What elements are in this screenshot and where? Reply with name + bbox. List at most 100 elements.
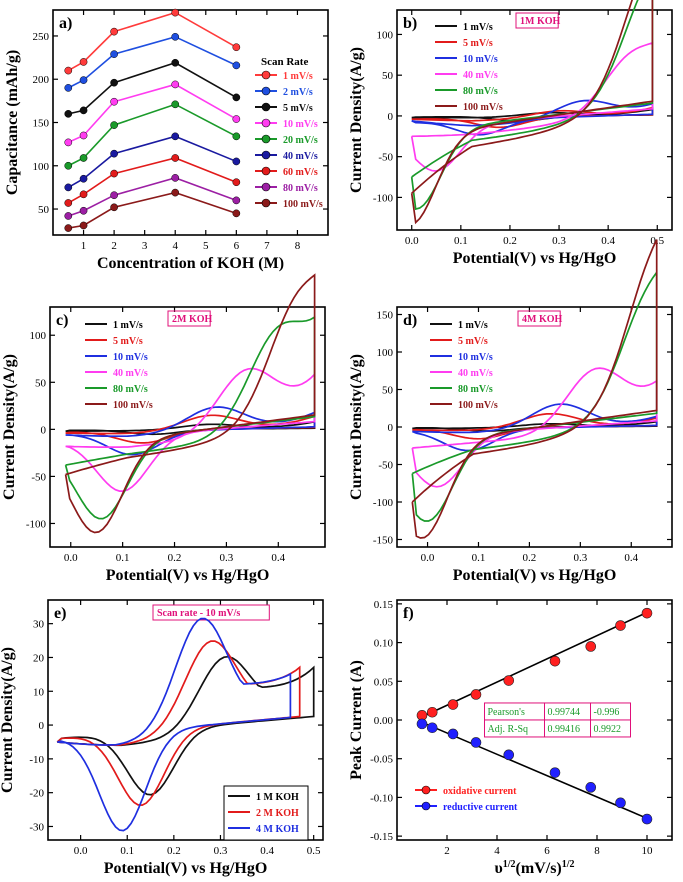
condition-tag: 4M KOH xyxy=(522,314,562,325)
y-tick-label: 0 xyxy=(39,720,45,732)
y-tick-label: 250 xyxy=(33,31,50,43)
legend-label: oxidative current xyxy=(443,786,517,797)
legend-marker xyxy=(261,86,271,96)
legend-label: 5 mV/s xyxy=(463,38,493,49)
legend-marker xyxy=(261,70,271,80)
x-tick-label: 0.4 xyxy=(624,552,638,564)
x-tick-label: 0.1 xyxy=(472,552,486,564)
legend-label: 80 mV/s xyxy=(283,183,318,194)
panel-c: 0.0 0.1 0.2 0.3 0.4 -100 -50 0 50 100 c) Potential(… xyxy=(1,273,326,584)
y-axis-label: Current Density(A/g) xyxy=(0,647,16,793)
legend-label: 1 M KOH xyxy=(256,792,299,803)
legend-marker xyxy=(261,134,271,144)
x-tick-label: 0.0 xyxy=(421,552,435,564)
data-point xyxy=(64,109,73,118)
data-point xyxy=(110,169,118,178)
legend-label: 20 mV/s xyxy=(283,135,318,146)
legend-marker xyxy=(261,102,271,112)
panel-e: 0.0 0.1 0.2 0.3 0.4 0.5 -30 -20 -10 0 10 20 30 e) Pote… xyxy=(0,599,324,877)
x-tick-label: 0.5 xyxy=(307,845,321,857)
data-point xyxy=(79,76,88,84)
y-tick-label: 50 xyxy=(35,377,47,389)
plot-frame xyxy=(47,599,324,841)
x-axis-label: Potential(V) vs Hg/HgO xyxy=(106,567,270,584)
legend-marker xyxy=(261,166,271,176)
data-point xyxy=(232,61,241,70)
condition-tag-box xyxy=(152,604,270,621)
series-line xyxy=(68,61,237,115)
legend-label: 100 mV/s xyxy=(283,199,323,210)
y-tick-label: 0 xyxy=(388,422,394,434)
data-point xyxy=(416,718,428,730)
data-point xyxy=(110,50,118,58)
legend-label: 1 mV/s xyxy=(283,71,313,82)
panel-d: 0.0 0.1 0.2 0.3 0.4 -150 -100 -50 0 50 100 150 d) Pot… xyxy=(348,239,673,584)
legend-label: reductive current xyxy=(443,802,518,813)
legend-marker xyxy=(421,801,431,811)
y-axis-label: Current Density(A/g) xyxy=(1,354,18,500)
legend-label: 10 mV/s xyxy=(463,54,498,65)
stats-cell-text: 0.9922 xyxy=(594,724,622,735)
data-point xyxy=(171,80,180,89)
x-axis-label: Concentration of KOH (M) xyxy=(97,255,284,272)
y-tick-label: 0.10 xyxy=(374,638,394,650)
legend-label: 40 mV/s xyxy=(283,151,318,162)
y-tick-label: 50 xyxy=(38,204,50,216)
cv-curve xyxy=(64,315,316,520)
data-point xyxy=(64,183,73,192)
data-point xyxy=(641,813,653,825)
x-tick-label: 0.3 xyxy=(214,845,228,857)
stats-table: Pearson's 0.99744 -0.996 Adj. R-Sq 0.99416 0.… xyxy=(484,702,631,738)
data-point xyxy=(171,174,180,182)
series-line xyxy=(67,83,237,144)
legend-label: 1 mV/s xyxy=(463,22,493,33)
fit-line xyxy=(421,721,648,820)
data-point xyxy=(79,206,88,215)
legend: 1 mV/s 5 mV/s 10 mV/s 40 mV/s 80 mV/s 100 mV/… xyxy=(430,320,498,411)
data-point xyxy=(171,8,180,17)
legend-label: 80 mV/s xyxy=(458,384,493,395)
legend-label: 100 mV/s xyxy=(458,400,498,411)
x-tick-label: 0.2 xyxy=(503,235,517,247)
legend-label: 100 mV/s xyxy=(463,102,503,113)
data-point xyxy=(79,174,88,183)
data-point xyxy=(585,641,597,652)
panel-label: b) xyxy=(403,15,417,32)
y-axis-label: Capacitance (mAh/g) xyxy=(4,50,21,195)
cv-curve xyxy=(411,269,658,522)
y-axis-label: Current Density(A/g) xyxy=(348,354,365,500)
data-point xyxy=(110,27,118,36)
data-point xyxy=(232,43,241,52)
condition-tag: 2M KOH xyxy=(172,314,212,325)
y-tick-label: 150 xyxy=(33,118,50,130)
panel-label: a) xyxy=(59,15,72,32)
legend-label: 10 mV/s xyxy=(283,119,318,130)
y-tick-label: 10 xyxy=(33,686,45,698)
series-line xyxy=(67,135,237,189)
legend: Scan Rate 1 mV/s 2 mV/s 5 mV/s 10 mV/s 20 mV/… xyxy=(255,56,323,210)
y-tick-label: 200 xyxy=(33,74,50,86)
data-point xyxy=(615,797,626,809)
fit-line xyxy=(421,611,648,718)
y-tick-label: 100 xyxy=(30,330,47,342)
y-tick-label: -100 xyxy=(26,518,47,530)
data-point xyxy=(503,675,515,686)
condition-tag-box xyxy=(167,310,211,327)
plot-frame xyxy=(396,9,673,231)
legend: 1 M KOH 2 M KOH 4 M KOH xyxy=(223,785,309,841)
y-tick-label: 30 xyxy=(33,619,45,631)
y-tick-label: 0 xyxy=(41,424,47,436)
y-axis-label: Peak Current (A) xyxy=(348,660,365,780)
x-tick-label: 0.3 xyxy=(220,552,234,564)
data-point xyxy=(79,190,88,199)
data-point xyxy=(64,66,73,75)
x-tick-label: 0.2 xyxy=(523,552,537,564)
data-point xyxy=(110,203,118,212)
data-point xyxy=(171,154,180,162)
legend-label: 10 mV/s xyxy=(458,352,493,363)
legend-label: 40 mV/s xyxy=(113,368,148,379)
data-point xyxy=(79,131,88,140)
y-tick-label: -100 xyxy=(373,497,394,509)
panel-b: 0.0 0.1 0.2 0.3 0.4 0.5-100-50050100b)Potenti… xyxy=(348,0,673,267)
